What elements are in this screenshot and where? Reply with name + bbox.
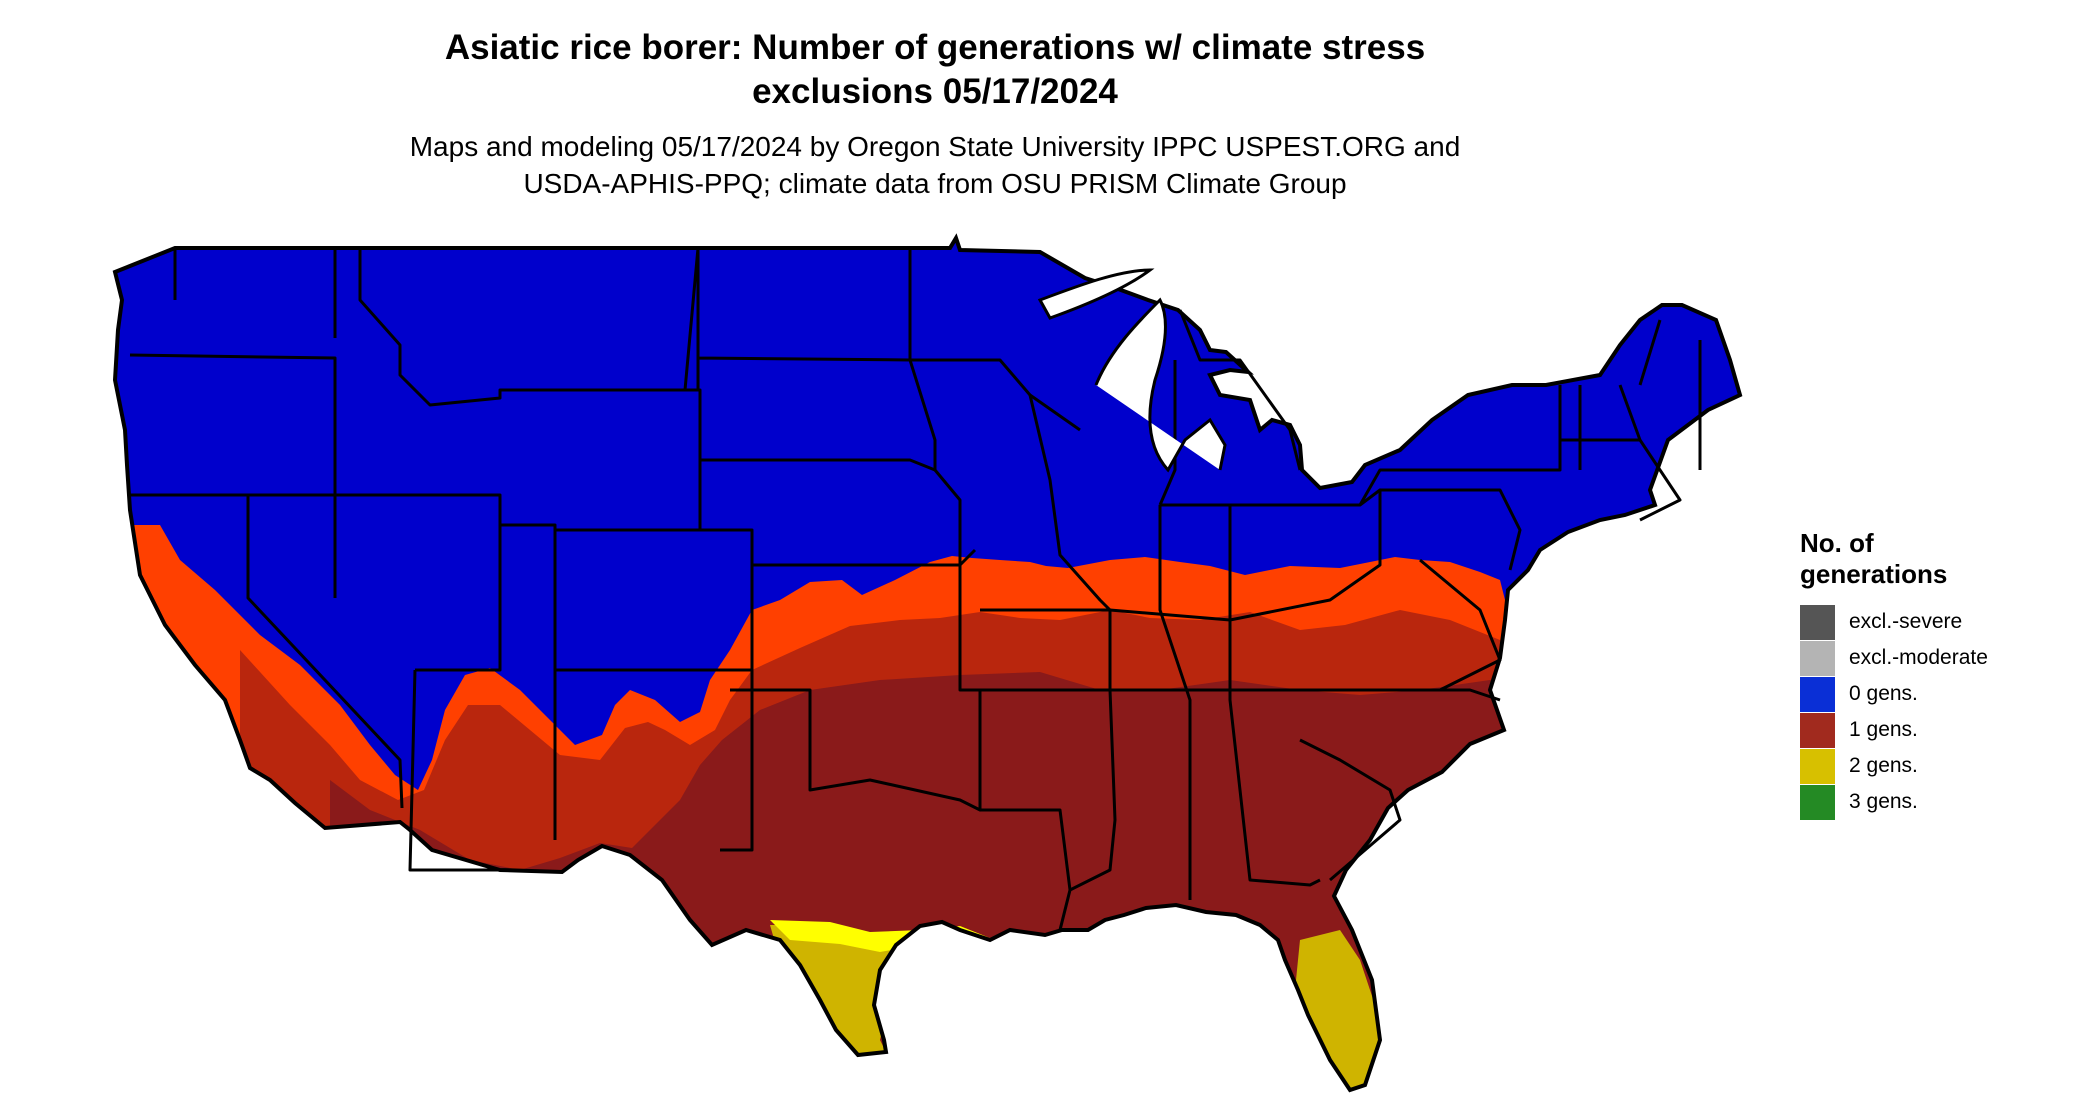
minnesota-iowa-borders: [908, 248, 1081, 565]
legend-title-line-2: generations: [1800, 559, 1948, 589]
legend-item: 2 gens.: [1800, 748, 2080, 784]
oregon-idaho-border: [129, 353, 337, 495]
great-lakes-borders: [1158, 309, 1302, 506]
new-england-borders: [1638, 319, 1702, 470]
arizona-border: [408, 669, 500, 872]
legend-label-three-gens: 3 gens.: [1849, 790, 1918, 813]
legend-label-excl-severe: excl.-severe: [1849, 610, 1963, 633]
lake-superior: [1037, 268, 1155, 320]
southern-state-borders: [1158, 505, 1321, 900]
utah-arizona-border: [500, 523, 752, 672]
map-title-line-2: exclusions 05/17/2024: [752, 72, 1118, 111]
lake-michigan: [1094, 297, 1227, 473]
legend: No. of generations excl.-severe excl.-mo…: [1800, 528, 2080, 820]
excl-severe-swatch: [1800, 604, 1835, 640]
excl-moderate-swatch: [1800, 640, 1835, 676]
legend-item: excl.-severe: [1800, 604, 2080, 640]
oklahoma-texas-borders: [730, 565, 982, 812]
legend-item: 3 gens.: [1800, 784, 2080, 820]
legend-item: 1 gens.: [1800, 712, 2080, 748]
legend-label-two-gens: 2 gens.: [1849, 754, 1918, 777]
legend-title: No. of generations: [1800, 528, 2080, 590]
three-gens-swatch: [1800, 784, 1835, 820]
nevada-utah-border: [248, 493, 502, 672]
california-nevada-border: [130, 493, 404, 809]
mississippi-louisiana-border: [1058, 610, 1117, 931]
two-gens-swatch: [1800, 748, 1835, 784]
map-subtitle: Maps and modeling 05/17/2024 by Oregon S…: [0, 128, 1870, 202]
legend-label-one-gen: 1 gens.: [1849, 718, 1918, 741]
georgia-sc-borders: [1299, 738, 1402, 882]
northeast-borders: [1358, 384, 1682, 522]
tennessee-nc-border: [1110, 688, 1501, 702]
plains-borders: [696, 248, 936, 472]
map-subtitle-line-1: Maps and modeling 05/17/2024 by Oregon S…: [409, 131, 1461, 162]
state-borders: [129, 247, 1702, 931]
legend-item: excl.-moderate: [1800, 640, 2080, 676]
arkansas-louisiana-borders: [980, 688, 1110, 891]
legend-item: 0 gens.: [1800, 676, 2080, 712]
legend-title-line-1: No. of: [1800, 528, 1874, 558]
virginia-borders: [1380, 488, 1522, 692]
map-subtitle-line-2: USDA-APHIS-PPQ; climate data from OSU PR…: [523, 168, 1347, 199]
map-title: Asiatic rice borer: Number of generation…: [0, 26, 1870, 114]
missouri-borders: [980, 394, 1112, 612]
legend-label-excl-moderate: excl.-moderate: [1849, 646, 1988, 669]
legend-label-zero-gens: 0 gens.: [1849, 682, 1918, 705]
zero-gens-swatch: [1800, 676, 1835, 712]
one-gen-swatch: [1800, 712, 1835, 748]
map-title-line-1: Asiatic rice borer: Number of generation…: [444, 28, 1426, 67]
